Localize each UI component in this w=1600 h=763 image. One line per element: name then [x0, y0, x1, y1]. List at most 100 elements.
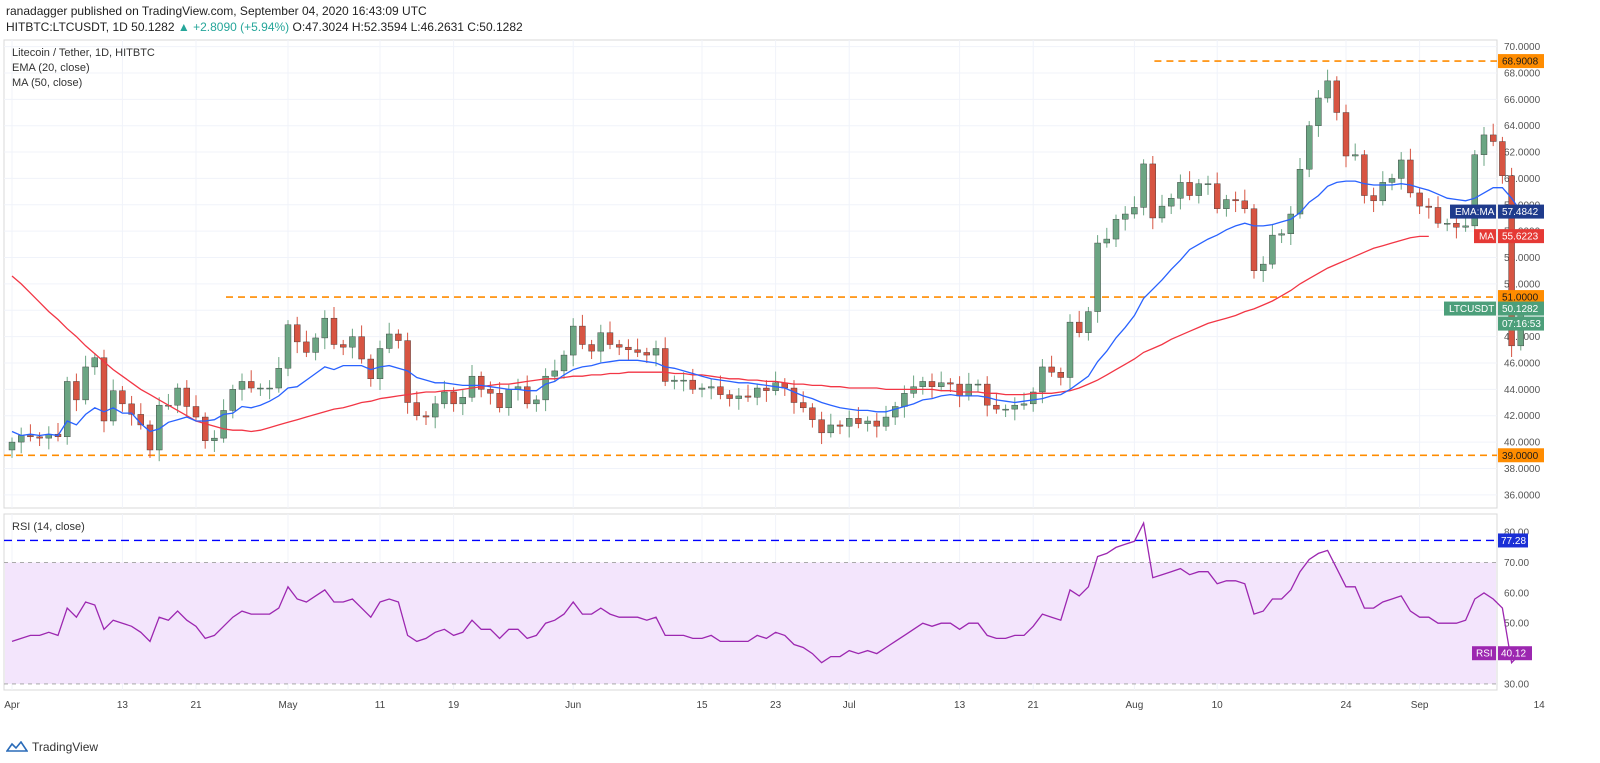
candle-body: [119, 390, 126, 405]
candle-body: [708, 386, 715, 389]
y-tick-label: 44.0000: [1504, 385, 1541, 396]
candle-body: [588, 344, 595, 352]
candle-body: [1259, 263, 1267, 271]
candle-body: [1397, 159, 1405, 179]
rsi-level-tag: [1498, 533, 1528, 548]
candle-body: [855, 418, 862, 424]
candle-body: [82, 366, 89, 401]
x-tick-label: 15: [696, 700, 708, 711]
candle-body: [1131, 207, 1138, 215]
candle-body: [330, 317, 338, 345]
candle-body: [1425, 205, 1433, 208]
candle-body: [809, 407, 816, 420]
level-price-text: 51.0000: [1502, 293, 1539, 304]
candle-body: [63, 381, 71, 438]
candle-body: [698, 387, 706, 390]
candle-body: [1232, 199, 1239, 202]
candle-body: [533, 399, 540, 405]
candle-body: [386, 333, 393, 349]
candle-body: [1158, 205, 1166, 219]
candle-body: [1204, 183, 1212, 185]
candle-body: [1453, 223, 1460, 228]
x-tick-label: Jun: [565, 700, 581, 711]
candle-body: [735, 395, 742, 399]
candle-body: [634, 349, 641, 353]
candle-body: [8, 441, 16, 451]
price-change: ▲ +2.8090 (+5.94%): [177, 20, 290, 34]
candle-body: [146, 424, 154, 451]
candle-body: [1186, 182, 1193, 196]
x-tick-label: 13: [117, 700, 129, 711]
y-tick-label: 70.0000: [1504, 42, 1541, 53]
candle-body: [542, 375, 549, 401]
candle-body: [947, 382, 954, 385]
series-value-tag: [1498, 229, 1544, 244]
rsi-y-tick-label: 70.00: [1504, 558, 1529, 569]
candle-body: [846, 418, 853, 427]
x-tick-label: Apr: [4, 700, 20, 711]
candle-body: [487, 389, 494, 394]
candle-body: [459, 397, 466, 405]
candle-body: [744, 395, 752, 398]
series-name-tag: [1444, 301, 1496, 316]
candle-body: [625, 346, 632, 351]
series-name-text: EMA:MA: [1455, 207, 1495, 218]
candle-body: [689, 379, 696, 390]
candle-body: [616, 344, 623, 348]
candle-body: [266, 387, 273, 390]
candle-body: [340, 344, 347, 348]
candle-body: [1048, 366, 1055, 373]
ma-legend: MA (50, close): [12, 77, 82, 89]
rsi-name-tag: [1472, 646, 1496, 661]
x-tick-label: May: [279, 700, 298, 711]
candle-body: [938, 382, 945, 387]
candle-body: [1066, 321, 1074, 378]
ma-50-line: [11, 235, 1429, 433]
y-tick-label: 62.0000: [1504, 148, 1541, 159]
candle-body: [606, 332, 614, 345]
publish-info: ranadagger published on TradingView.com,…: [6, 4, 427, 18]
series-name-text: MA: [1479, 232, 1494, 243]
ema-20-line: [11, 180, 1522, 437]
candle-body: [349, 336, 356, 348]
candle-body: [984, 383, 991, 406]
candle-body: [882, 416, 890, 427]
candle-body: [680, 379, 687, 382]
candle-body: [652, 348, 660, 356]
rsi-y-tick-label: 60.00: [1504, 588, 1529, 599]
candle-body: [1029, 391, 1037, 405]
candle-body: [1177, 182, 1184, 199]
candle-body: [468, 375, 476, 398]
rsi-name-text: RSI: [1476, 649, 1493, 660]
candle-body: [73, 381, 80, 401]
candle-body: [211, 437, 218, 441]
candle-body: [1287, 213, 1295, 234]
candle-body: [1342, 112, 1350, 157]
candle-body: [1269, 234, 1276, 265]
x-tick-label: Aug: [1126, 700, 1144, 711]
candle-body: [974, 383, 982, 386]
x-tick-label: 10: [1212, 700, 1224, 711]
candle-body: [109, 390, 117, 422]
candle-body: [763, 387, 770, 391]
candle-body: [1489, 134, 1497, 142]
x-tick-label: 21: [1028, 700, 1040, 711]
rsi-title: RSI (14, close): [12, 521, 85, 533]
candle-body: [901, 393, 908, 407]
candle-body: [1075, 321, 1083, 333]
candle-body: [754, 387, 761, 398]
rsi-value-text: 40.12: [1501, 649, 1526, 660]
candle-body: [1315, 97, 1322, 126]
level-price-text: 39.0000: [1502, 451, 1539, 462]
candle-body: [1443, 223, 1451, 225]
candle-body: [257, 387, 264, 390]
y-tick-label: 52.0000: [1504, 279, 1541, 290]
candle-body: [36, 436, 43, 439]
candle-body: [27, 435, 34, 438]
x-tick-label: 14: [1534, 700, 1546, 711]
candle-body: [1499, 141, 1506, 176]
candle-body: [717, 386, 724, 395]
candle-body: [478, 375, 485, 390]
candle-body: [441, 391, 448, 405]
